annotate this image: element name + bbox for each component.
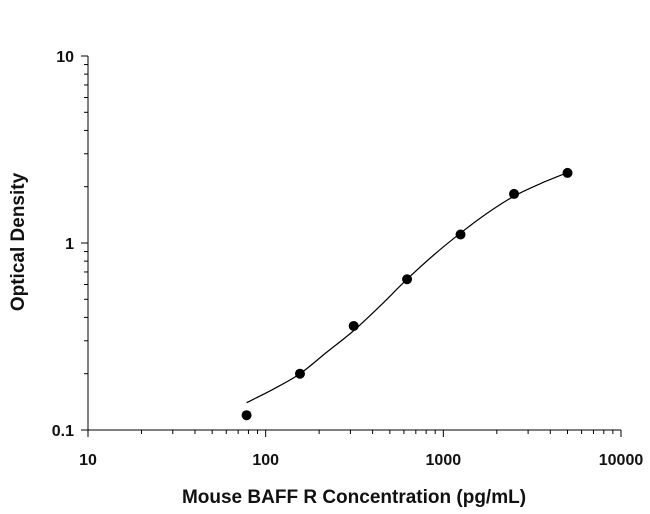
y-tick-label: 0.1: [52, 423, 74, 440]
y-axis-label: Optical Density: [8, 172, 29, 311]
data-point: [241, 410, 252, 421]
y-tick-label: 10: [56, 49, 74, 66]
x-tick-label: 1000: [426, 452, 462, 469]
data-point: [348, 320, 359, 331]
x-tick-label: 10: [79, 452, 97, 469]
x-tick-labels: 10 100 1000 10000: [79, 452, 643, 469]
data-point: [562, 167, 573, 178]
data-points: [241, 167, 573, 421]
fit-curve: [246, 172, 568, 404]
y-tick-label: 1: [65, 236, 74, 253]
data-point: [509, 188, 520, 199]
x-tick-label: 100: [252, 452, 279, 469]
data-point: [294, 368, 305, 379]
data-point: [402, 274, 413, 285]
axes: [81, 55, 622, 437]
y-tick-labels: 0.1 1 10: [52, 49, 74, 440]
data-point: [455, 229, 466, 240]
x-tick-label: 10000: [599, 452, 644, 469]
x-axis-label: Mouse BAFF R Concentration (pg/mL): [182, 487, 526, 508]
